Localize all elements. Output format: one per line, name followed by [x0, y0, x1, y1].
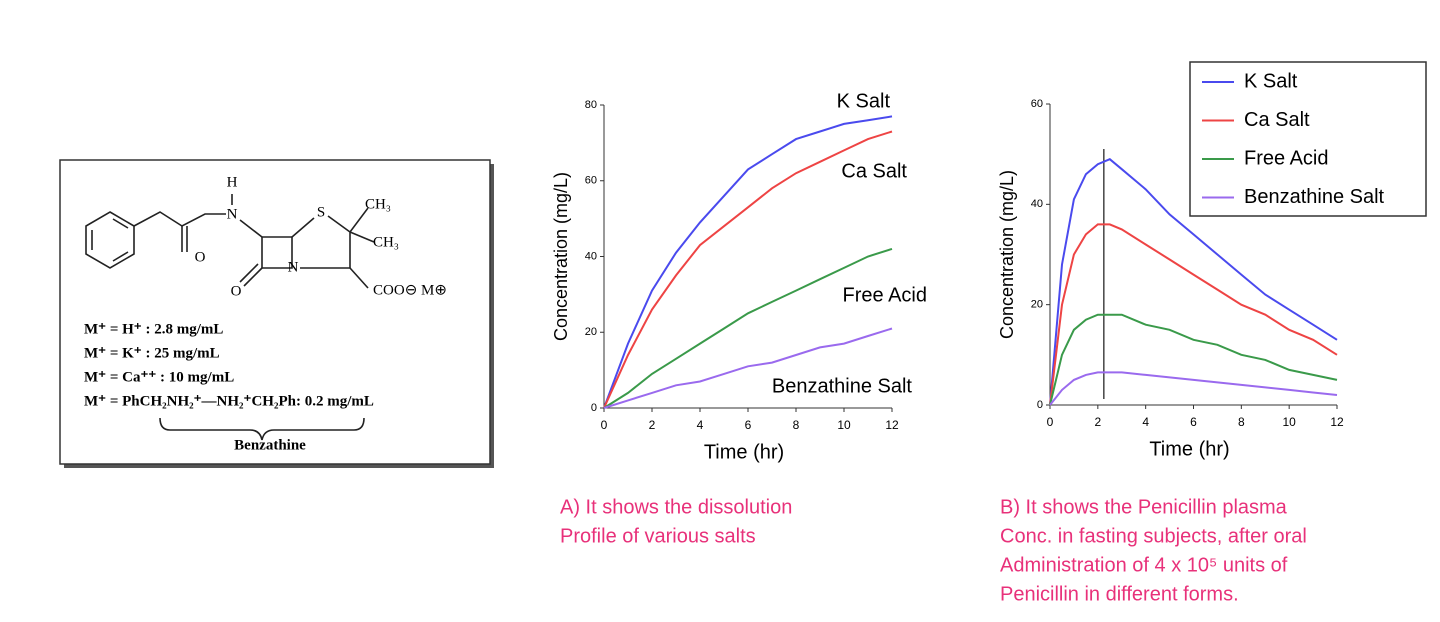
structure-box: [59, 159, 494, 468]
y-tick-label: 20: [1031, 299, 1043, 311]
x-tick-label: 2: [649, 418, 656, 432]
legend-label: Free Acid: [1244, 147, 1328, 169]
x-tick-label: 12: [1330, 415, 1344, 429]
y-tick-label: 60: [1031, 98, 1043, 110]
atom-label: N: [227, 206, 238, 222]
x-tick-label: 4: [697, 418, 704, 432]
x-tick-label: 2: [1094, 415, 1101, 429]
x-axis-label: Time (hr): [704, 441, 784, 463]
atom-label: H: [227, 174, 238, 190]
y-tick-label: 60: [585, 175, 597, 187]
y-tick-label: 40: [585, 250, 597, 262]
x-tick-label: 12: [885, 418, 899, 432]
caption-line: A) It shows the dissolution: [560, 496, 792, 518]
legend-box: [1189, 61, 1427, 217]
series-line: [1049, 223, 1338, 406]
series-label: K Salt: [837, 90, 891, 112]
caption-line: B) It shows the Penicillin plasma: [1000, 496, 1288, 518]
y-axis-label: Concentration (mg/L): [997, 170, 1017, 339]
y-tick-label: 20: [585, 326, 597, 338]
x-tick-label: 10: [1282, 415, 1296, 429]
y-axis-label: Concentration (mg/L): [551, 172, 571, 341]
legend-label: Benzathine Salt: [1244, 186, 1385, 208]
caption-line: Penicillin in different forms.: [1000, 583, 1239, 605]
x-tick-label: 8: [1238, 415, 1245, 429]
series-line: [1049, 371, 1338, 406]
x-tick-label: 8: [793, 418, 800, 432]
y-tick-label: 0: [1037, 399, 1043, 411]
atom-label: S: [317, 204, 325, 220]
atom-label: COO⊖ M⊕: [373, 282, 447, 298]
series-label: Ca Salt: [841, 160, 907, 182]
series-label: Benzathine Salt: [772, 375, 913, 397]
y-tick-label: 0: [591, 402, 597, 414]
series-line: [1049, 313, 1338, 406]
salt-line: M⁺ = H⁺ : 2.8 mg/mL: [84, 321, 223, 337]
salt-line: M⁺ = PhCH₂NH₂⁺—NH₂⁺CH₂Ph: 0.2 mg/mL: [84, 393, 374, 409]
caption-line: Administration of 4 x 10⁵ units of: [1000, 554, 1288, 576]
y-tick-label: 80: [585, 99, 597, 111]
series-label: Free Acid: [843, 284, 927, 306]
series-line: [603, 327, 893, 409]
series-line: [603, 247, 893, 409]
atom-label: CH₃: [373, 234, 399, 250]
atom-label: O: [195, 249, 206, 265]
series-line: [603, 115, 893, 409]
x-tick-label: 10: [837, 418, 851, 432]
series-line: [603, 130, 893, 409]
legend-label: K Salt: [1244, 70, 1298, 92]
salt-line: M⁺ = K⁺ : 25 mg/mL: [84, 345, 220, 361]
caption-line: Profile of various salts: [560, 525, 756, 547]
caption-line: Conc. in fasting subjects, after oral: [1000, 525, 1307, 547]
x-axis-label: Time (hr): [1149, 438, 1229, 460]
x-tick-label: 0: [601, 418, 608, 432]
legend-label: Ca Salt: [1244, 109, 1310, 131]
x-tick-label: 4: [1142, 415, 1149, 429]
atom-label: CH₃: [365, 196, 391, 212]
atom-label: O: [231, 283, 242, 299]
salt-line: M⁺ = Ca⁺⁺ : 10 mg/mL: [84, 369, 234, 385]
series-line: [1049, 158, 1338, 406]
brace-label: Benzathine: [234, 437, 306, 453]
x-tick-label: 0: [1047, 415, 1054, 429]
x-tick-label: 6: [1190, 415, 1197, 429]
x-tick-label: 6: [745, 418, 752, 432]
y-tick-label: 40: [1031, 198, 1043, 210]
atom-label: N: [288, 259, 299, 275]
